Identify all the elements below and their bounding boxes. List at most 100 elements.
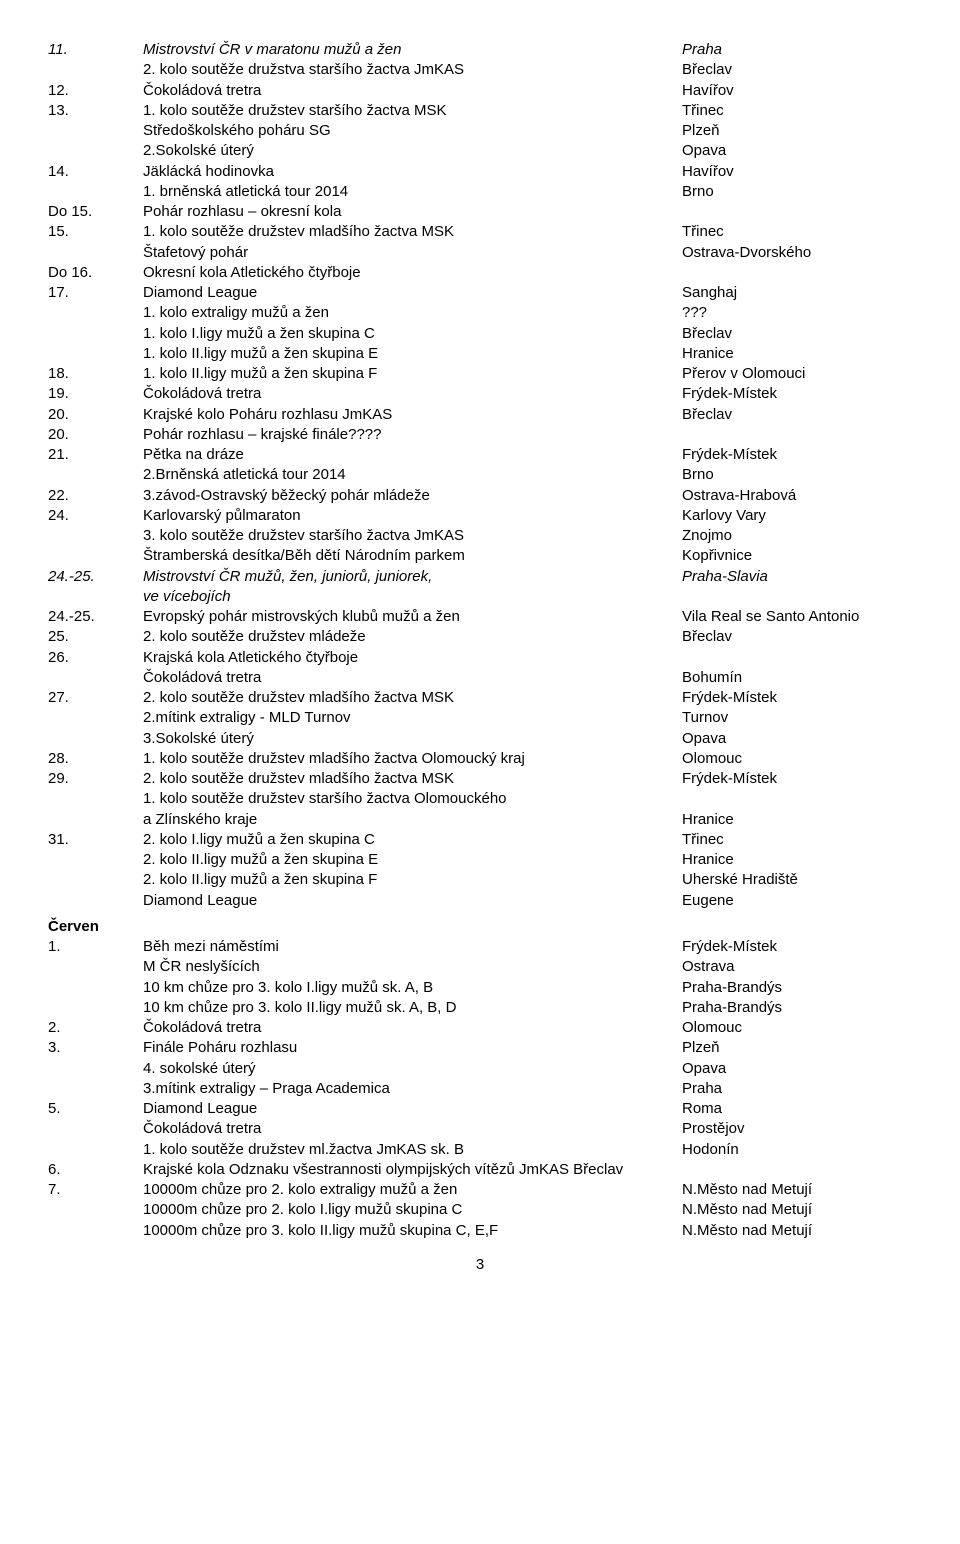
row-location: Bohumín [682,668,912,688]
row-location [682,648,912,668]
row-location: N.Město nad Metují [682,1221,912,1241]
schedule-row: 15.1. kolo soutěže družstev mladšího žac… [48,222,912,242]
row-location: Frýdek-Místek [682,769,912,789]
row-event: Čokoládová tretra [143,1018,682,1038]
row-location [682,263,912,283]
row-location: Opava [682,729,912,749]
row-location: Frýdek-Místek [682,384,912,404]
row-location: Sanghaj [682,283,912,303]
row-location: Opava [682,141,912,161]
schedule-row: 24.-25.Mistrovství ČR mužů, žen, juniorů… [48,567,912,587]
row-event: 1. kolo I.ligy mužů a žen skupina C [143,324,682,344]
row-event: 3. kolo soutěže družstev staršího žactva… [143,526,682,546]
row-event: 2. kolo II.ligy mužů a žen skupina E [143,850,682,870]
row-event: 10000m chůze pro 2. kolo I.ligy mužů sku… [143,1200,682,1220]
row-location: Olomouc [682,749,912,769]
schedule-row: 7.10000m chůze pro 2. kolo extraligy muž… [48,1180,912,1200]
row-location: Praha-Brandýs [682,998,912,1018]
schedule-row: Štramberská desítka/Běh dětí Národním pa… [48,546,912,566]
page-number: 3 [48,1255,912,1275]
row-location: Opava [682,1059,912,1079]
schedule-row: 24.Karlovarský půlmaratonKarlovy Vary [48,506,912,526]
schedule-row: Do 15.Pohár rozhlasu – okresní kola [48,202,912,222]
row-event: 1. kolo soutěže družstev staršího žactva… [143,101,682,121]
row-number [48,141,143,161]
row-event: 10000m chůze pro 2. kolo extraligy mužů … [143,1180,682,1200]
row-number [48,1079,143,1099]
schedule-row: 6.Krajské kola Odznaku všestrannosti oly… [48,1160,912,1180]
row-number [48,121,143,141]
row-location [682,425,912,445]
schedule-row: 2.Sokolské úterýOpava [48,141,912,161]
row-event: Finále Poháru rozhlasu [143,1038,682,1058]
schedule-row: 3.Finále Poháru rozhlasuPlzeň [48,1038,912,1058]
row-event: 10 km chůze pro 3. kolo I.ligy mužů sk. … [143,978,682,998]
row-event: 2. kolo soutěže družstev mladšího žactva… [143,688,682,708]
row-number: 24. [48,506,143,526]
schedule-row: 2. kolo soutěže družstva staršího žactva… [48,60,912,80]
row-event: Čokoládová tretra [143,1119,682,1139]
row-location: Praha [682,40,912,60]
row-event: Diamond League [143,1099,682,1119]
row-number [48,810,143,830]
row-event: 1. kolo II.ligy mužů a žen skupina E [143,344,682,364]
row-event: ve vícebojích [143,587,682,607]
row-number [48,1221,143,1241]
row-location: Eugene [682,891,912,911]
row-location: Břeclav [682,60,912,80]
row-event: Středoškolského poháru SG [143,121,682,141]
row-location [682,587,912,607]
schedule-row: Čokoládová tretraProstějov [48,1119,912,1139]
row-number [48,789,143,809]
schedule-row: 25.2. kolo soutěže družstev mládežeBřecl… [48,627,912,647]
schedule-row: 14.Jäklácká hodinovkaHavířov [48,162,912,182]
row-number [48,998,143,1018]
row-location: Znojmo [682,526,912,546]
row-number: Do 16. [48,263,143,283]
row-number [48,60,143,80]
schedule-row: 2. kolo II.ligy mužů a žen skupina EHran… [48,850,912,870]
row-number: 2. [48,1018,143,1038]
row-event: Čokoládová tretra [143,384,682,404]
row-event: 1. kolo soutěže družstev staršího žactva… [143,789,682,809]
row-location: Plzeň [682,1038,912,1058]
row-number [48,708,143,728]
row-location: Praha [682,1079,912,1099]
row-location: Hranice [682,850,912,870]
row-event: Krajské kola Odznaku všestrannosti olymp… [143,1160,682,1180]
row-event: 2. kolo II.ligy mužů a žen skupina F [143,870,682,890]
schedule-row: 26.Krajská kola Atletického čtyřboje [48,648,912,668]
row-number: 12. [48,81,143,101]
schedule-row: 28.1. kolo soutěže družstev mladšího žac… [48,749,912,769]
schedule-row: 1. kolo extraligy mužů a žen??? [48,303,912,323]
row-event: 10000m chůze pro 3. kolo II.ligy mužů sk… [143,1221,682,1241]
row-event: a Zlínského kraje [143,810,682,830]
row-number: 21. [48,445,143,465]
row-location: Vila Real se Santo Antonio [682,607,912,627]
row-location: Olomouc [682,1018,912,1038]
row-number [48,891,143,911]
row-number: 17. [48,283,143,303]
row-number [48,1059,143,1079]
schedule-row: 1. kolo soutěže družstev ml.žactva JmKAS… [48,1140,912,1160]
row-location: Třinec [682,101,912,121]
row-location: Frýdek-Místek [682,937,912,957]
row-location: Břeclav [682,405,912,425]
schedule-row: 1. kolo II.ligy mužů a žen skupina EHran… [48,344,912,364]
schedule-row: 27.2. kolo soutěže družstev mladšího žac… [48,688,912,708]
schedule-row: 13.1. kolo soutěže družstev staršího žac… [48,101,912,121]
row-event: Okresní kola Atletického čtyřboje [143,263,682,283]
schedule-row: Čokoládová tretraBohumín [48,668,912,688]
row-location: Roma [682,1099,912,1119]
row-event: Běh mezi náměstími [143,937,682,957]
row-event: Štafetový pohár [143,243,682,263]
row-event: 1. brněnská atletická tour 2014 [143,182,682,202]
row-number: 27. [48,688,143,708]
schedule-row: 10 km chůze pro 3. kolo I.ligy mužů sk. … [48,978,912,998]
row-location: Brno [682,182,912,202]
row-event: Diamond League [143,891,682,911]
schedule-row: 17.Diamond LeagueSanghaj [48,283,912,303]
row-number [48,870,143,890]
row-number: 3. [48,1038,143,1058]
row-event: Jäklácká hodinovka [143,162,682,182]
